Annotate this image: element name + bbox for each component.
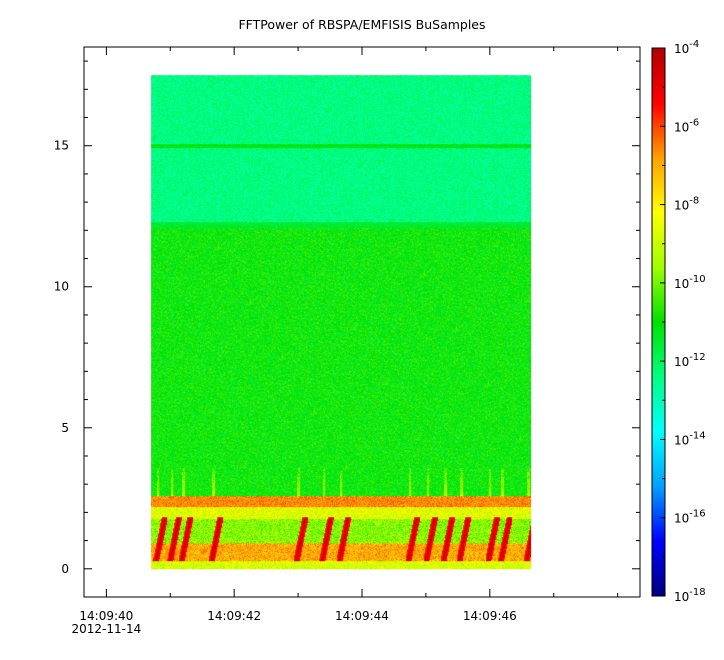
x-date-label: 2012-11-14 bbox=[71, 622, 141, 636]
x-axis: 14:09:40 14:09:42 14:09:44 14:09:46 2012-11-… bbox=[71, 47, 619, 636]
colorbar-tick-label: 10-18 bbox=[674, 587, 706, 604]
x-tick-label: 14:09:44 bbox=[335, 609, 389, 623]
colorbar-tick-label: 10-10 bbox=[674, 274, 706, 291]
chart-title: FFTPower of RBSPA/EMFISIS BuSamples bbox=[238, 17, 485, 32]
y-axis: 0 5 10 15 bbox=[54, 60, 640, 576]
colorbar-tick-label: 10-16 bbox=[674, 509, 706, 526]
spectrogram-image bbox=[151, 75, 532, 570]
y-tick-label: 5 bbox=[61, 421, 69, 435]
spectrogram-pixels bbox=[151, 75, 532, 570]
x-tick-label: 14:09:46 bbox=[463, 609, 517, 623]
colorbar-tick-label: 10-6 bbox=[674, 117, 699, 134]
x-tick-label: 14:09:42 bbox=[207, 609, 261, 623]
y-tick-label: 0 bbox=[61, 562, 69, 576]
colorbar-tick-label: 10-14 bbox=[674, 430, 706, 447]
y-tick-label: 10 bbox=[54, 280, 69, 294]
y-tick-label: 15 bbox=[54, 139, 69, 153]
colorbar-tick-label: 10-8 bbox=[674, 196, 699, 213]
colorbar-tick-label: 10-12 bbox=[674, 352, 706, 369]
colorbar: 10-4 10-6 10-8 10-10 10-12 10-14 10-16 10-18 bbox=[651, 39, 706, 604]
colorbar-tick-label: 10-4 bbox=[674, 39, 699, 56]
x-tick-label: 14:09:40 bbox=[79, 609, 133, 623]
